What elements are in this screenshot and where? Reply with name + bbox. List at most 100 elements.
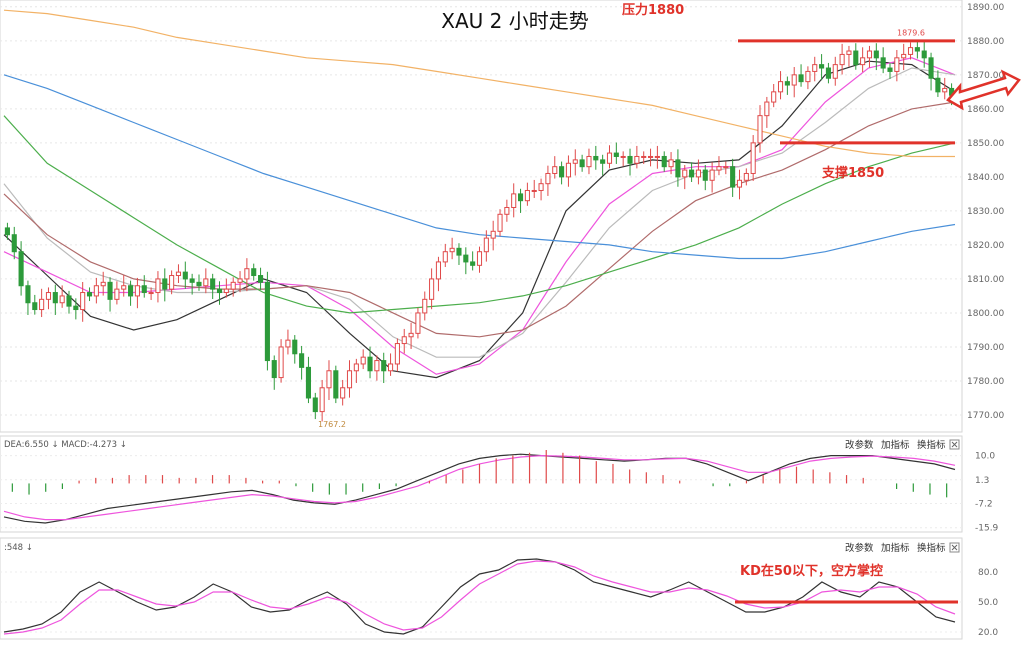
price-panel-frame <box>0 0 963 433</box>
candle-body <box>429 278 435 300</box>
candle-body <box>11 234 17 253</box>
candle-body <box>545 172 551 185</box>
candle-body <box>189 278 195 283</box>
candle-body <box>586 155 592 168</box>
candle-body <box>39 298 45 311</box>
candle-body <box>777 81 784 93</box>
candle-body <box>825 67 831 79</box>
candle-body <box>59 295 65 304</box>
moving-average-line-5 <box>3 74 956 260</box>
candle-body <box>613 152 619 157</box>
price-y-tick: 1860.00 <box>967 105 1004 115</box>
moving-average-line-4 <box>3 115 956 314</box>
candle-body <box>832 64 838 79</box>
low-price-label: 1767.2 <box>318 420 346 429</box>
double-arrow-icon <box>946 69 1021 111</box>
kd-button-2[interactable]: 换指标 <box>917 542 946 554</box>
candle-body <box>449 247 455 253</box>
candle-body <box>86 292 93 297</box>
candle-body <box>340 387 346 399</box>
candle-body <box>654 155 660 158</box>
price-y-tick: 1880.00 <box>967 37 1004 47</box>
candle-body <box>319 387 325 413</box>
candle-body <box>141 285 147 294</box>
candle-body <box>901 53 907 59</box>
candle-body <box>887 67 893 72</box>
candle-body <box>695 169 701 178</box>
candle-body <box>483 237 489 253</box>
candle-body <box>511 193 517 208</box>
candle-body <box>517 193 524 202</box>
candle-body <box>798 74 804 83</box>
macd-button-2[interactable]: 换指标 <box>917 439 946 451</box>
candle-body <box>504 206 510 215</box>
candle-body <box>907 47 914 55</box>
macd-y-tick: -7.2 <box>975 499 993 509</box>
candle-body <box>388 363 394 372</box>
candle-body <box>162 278 168 290</box>
macd-button-1[interactable]: 加指标 <box>881 439 910 451</box>
candle-body <box>682 169 688 178</box>
candle-body <box>148 292 154 295</box>
candle-body <box>524 189 530 202</box>
candle-body <box>579 159 585 168</box>
candle-body <box>750 142 756 174</box>
moving-average-line-6 <box>3 9 955 158</box>
candle-body <box>203 278 209 287</box>
candle-body <box>689 169 695 178</box>
candle-body <box>627 155 633 164</box>
candle-body <box>661 155 667 168</box>
candle-body <box>935 77 941 93</box>
macd-panel-frame <box>0 435 963 533</box>
candle-body <box>264 281 270 362</box>
candle-body <box>244 268 250 280</box>
chart-title: XAU 2 小时走势 <box>441 9 588 33</box>
price-y-tick: 1840.00 <box>967 173 1004 183</box>
candle-body <box>271 360 277 379</box>
candle-body <box>730 166 736 188</box>
price-y-tick: 1790.00 <box>967 343 1004 353</box>
moving-average-line-2 <box>3 67 956 358</box>
candle-body <box>600 159 606 164</box>
kd-button-0[interactable]: 改参数 <box>845 542 874 554</box>
candle-body <box>169 275 175 290</box>
candle-body <box>723 166 729 169</box>
kd-y-tick: 20.0 <box>978 628 998 638</box>
candle-body <box>791 74 797 86</box>
kd-button-1[interactable]: 加指标 <box>881 542 910 554</box>
candle-body <box>237 278 243 283</box>
candle-body <box>606 152 613 164</box>
candle-body <box>299 353 305 368</box>
macd-button-0[interactable]: 改参数 <box>845 439 874 451</box>
candle-body <box>216 288 223 294</box>
kd-d-line <box>3 560 956 635</box>
macd-dif-line <box>3 453 956 524</box>
candle-body <box>456 247 462 256</box>
candle-body <box>278 346 284 379</box>
candle-body <box>175 271 182 277</box>
candle-body <box>408 332 414 338</box>
candle-body <box>394 343 400 365</box>
candle-body <box>4 227 10 236</box>
candle-body <box>32 302 38 311</box>
candle-body <box>764 101 770 117</box>
candle-body <box>819 64 825 69</box>
candle-body <box>743 172 749 181</box>
candle-body <box>805 70 811 83</box>
candle-body <box>25 285 31 304</box>
candle-body <box>374 360 380 372</box>
candle-body <box>18 251 24 287</box>
candle-body <box>251 268 257 277</box>
close-icon-glyph <box>951 441 958 448</box>
candle-body <box>415 312 421 334</box>
candle-body <box>353 363 359 372</box>
candle-body <box>668 159 674 168</box>
candle-body <box>880 57 886 69</box>
kd-header: :548 ↓ <box>4 543 33 553</box>
candle-body <box>422 298 428 314</box>
candle-body <box>846 50 852 55</box>
candle-body <box>360 356 366 365</box>
macd-y-tick: -15.9 <box>975 524 999 534</box>
